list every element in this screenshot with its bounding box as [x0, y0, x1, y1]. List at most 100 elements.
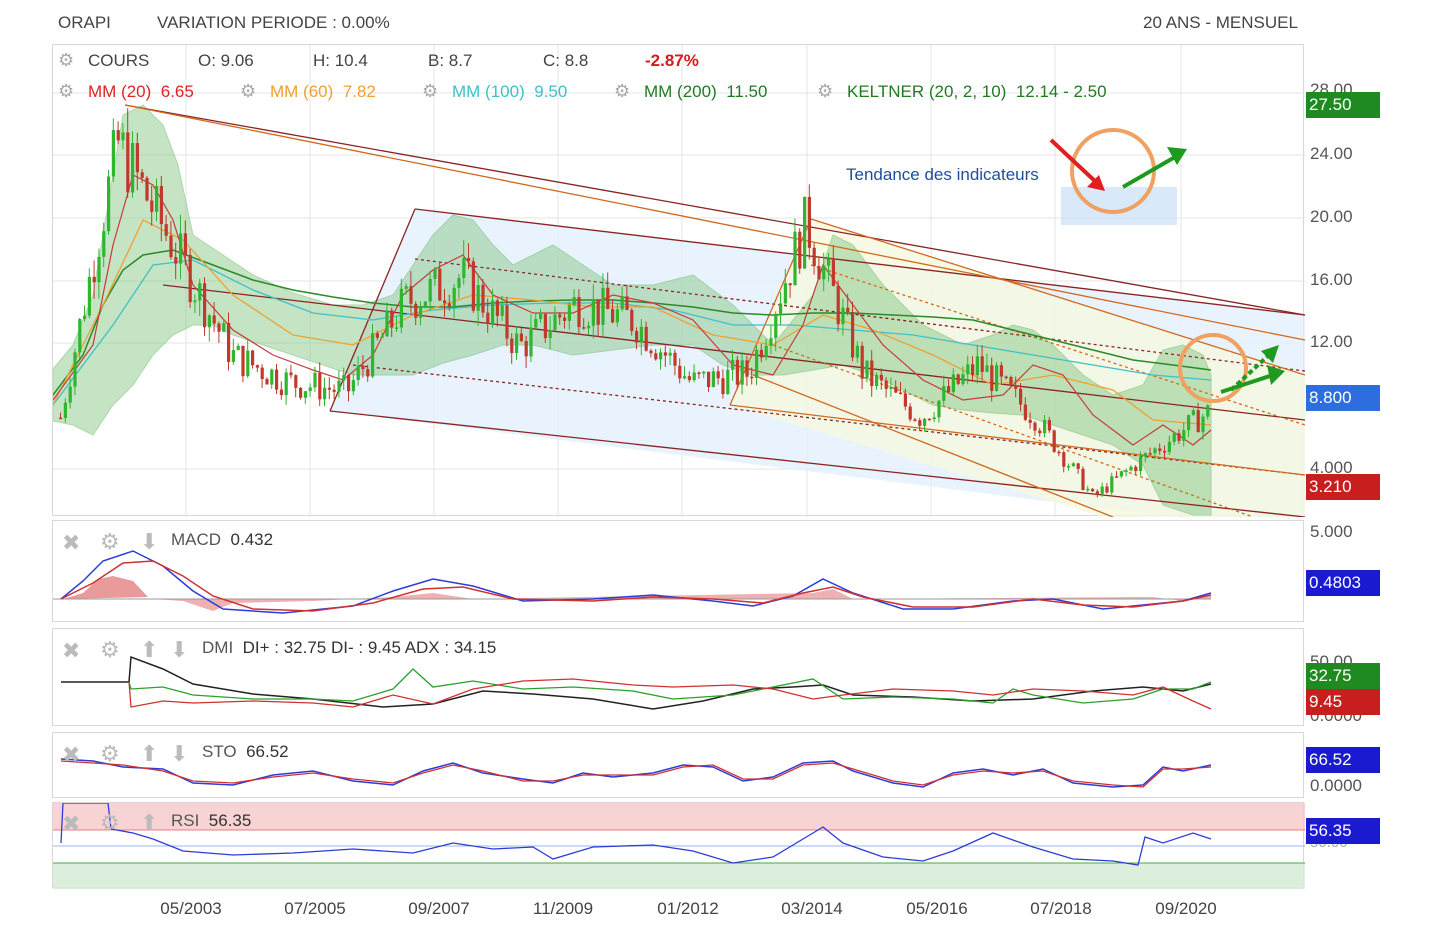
- gear-icon[interactable]: ⚙: [614, 81, 631, 101]
- macd-chart: [53, 550, 1212, 614]
- candle: [548, 329, 552, 339]
- close-icon[interactable]: ✖: [62, 811, 81, 836]
- arrow-down-icon[interactable]: ⬇: [170, 741, 189, 766]
- candle: [663, 352, 667, 356]
- candle: [1206, 405, 1210, 417]
- arrow-up-icon[interactable]: ⬆: [140, 637, 159, 662]
- gear-icon[interactable]: ⚙: [100, 741, 120, 766]
- candle: [174, 257, 178, 264]
- candle: [443, 300, 447, 304]
- candle: [529, 327, 533, 357]
- candle: [347, 374, 351, 392]
- period-selector[interactable]: 20 ANS - MENSUEL: [1143, 13, 1298, 32]
- candle: [275, 369, 279, 390]
- candle: [284, 372, 288, 396]
- candle: [217, 323, 221, 332]
- candle: [361, 365, 365, 370]
- candle: [582, 327, 586, 329]
- candle: [668, 352, 672, 356]
- close-icon[interactable]: ✖: [62, 530, 81, 555]
- candle: [759, 349, 763, 358]
- mm200-label: MM (200) 11.50: [644, 82, 768, 101]
- di-minus-tag: 9.45: [1306, 689, 1380, 715]
- candle: [817, 266, 821, 280]
- gear-icon[interactable]: ⚙: [58, 81, 75, 101]
- green-dashed-arrow-icon: [1229, 345, 1279, 392]
- mm20-line: [52, 174, 1212, 446]
- candle: [630, 309, 634, 332]
- candle: [1153, 448, 1157, 454]
- candle: [702, 371, 706, 374]
- candle: [303, 391, 307, 398]
- candle: [894, 386, 898, 393]
- x-tick: 05/2003: [160, 899, 222, 918]
- candle: [716, 371, 720, 379]
- gear-icon[interactable]: ⚙: [422, 81, 439, 101]
- candle: [428, 278, 432, 302]
- candle: [740, 360, 744, 385]
- trend-circle-icon: [1178, 333, 1248, 403]
- candle: [433, 268, 437, 279]
- candle: [1129, 466, 1133, 471]
- candle: [73, 352, 77, 387]
- mm20-label: MM (20) 6.65: [88, 82, 194, 101]
- candle: [294, 375, 298, 388]
- x-tick: 03/2014: [781, 899, 843, 918]
- dmi-panel: [52, 628, 1304, 726]
- candle: [423, 301, 427, 308]
- candle: [241, 345, 245, 377]
- y-tick: 20.00: [1310, 207, 1353, 226]
- red-down-arrow-icon: [1049, 138, 1105, 191]
- candle: [822, 265, 826, 280]
- candle: [788, 283, 792, 286]
- candle: [923, 418, 927, 426]
- gear-icon[interactable]: ⚙: [100, 810, 120, 835]
- close-icon[interactable]: ✖: [62, 742, 81, 767]
- candle: [255, 365, 259, 368]
- candle: [543, 314, 547, 339]
- candle: [169, 235, 173, 258]
- candle: [409, 286, 413, 304]
- candle: [774, 315, 778, 339]
- candle: [899, 392, 903, 395]
- candle: [299, 387, 303, 398]
- candle: [140, 172, 144, 178]
- candle: [251, 350, 255, 366]
- x-tick: 09/2007: [408, 899, 470, 918]
- high-value: H: 10.4: [313, 51, 368, 70]
- candle: [279, 389, 283, 396]
- gear-icon[interactable]: ⚙: [100, 637, 120, 662]
- gear-icon[interactable]: ⚙: [817, 81, 834, 101]
- candle: [587, 325, 591, 329]
- candle: [851, 312, 855, 358]
- arrow-down-icon[interactable]: ⬇: [140, 529, 159, 554]
- candle: [356, 365, 360, 381]
- high-price-tag: 27.50: [1306, 92, 1380, 118]
- candle: [159, 186, 163, 225]
- candle: [1158, 448, 1162, 451]
- candle: [1014, 385, 1018, 389]
- gear-icon[interactable]: ⚙: [240, 81, 257, 101]
- green-up-arrow-icon: [1220, 365, 1285, 394]
- candle: [164, 224, 168, 236]
- candle: [1110, 476, 1114, 493]
- candle: [879, 374, 883, 381]
- candle: [236, 345, 240, 350]
- macd-tick: 5.000: [1310, 522, 1353, 541]
- gear-icon[interactable]: ⚙: [58, 50, 75, 70]
- sto-chart: [60, 758, 1212, 788]
- arrow-up-icon[interactable]: ⬆: [140, 741, 159, 766]
- candle: [111, 130, 115, 177]
- arrow-up-icon[interactable]: ⬆: [140, 810, 159, 835]
- candle: [601, 287, 605, 325]
- arrow-down-icon[interactable]: ⬇: [170, 637, 189, 662]
- candle: [1091, 488, 1095, 492]
- candle: [116, 130, 120, 141]
- gear-icon[interactable]: ⚙: [100, 529, 120, 554]
- green-up-arrow-icon: [1122, 147, 1187, 189]
- candle: [131, 143, 135, 193]
- close-icon[interactable]: ✖: [62, 638, 81, 663]
- macd-label: MACD 0.432: [171, 530, 274, 549]
- candle: [1095, 491, 1099, 494]
- candle: [807, 196, 811, 248]
